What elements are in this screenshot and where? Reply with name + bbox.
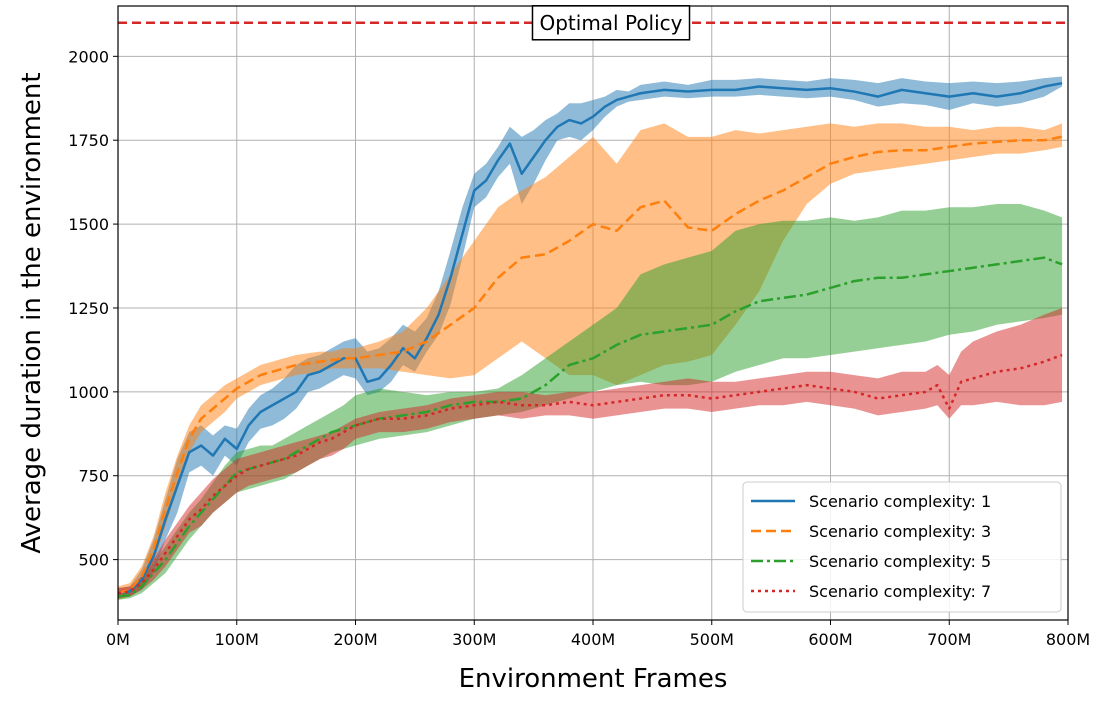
series-band-3 — [118, 203, 1063, 600]
x-tick-label-5: 500M — [690, 630, 734, 649]
y-axis-label: Average duration in the environment — [17, 72, 47, 553]
legend-label-2: Scenario complexity: 3 — [809, 522, 991, 541]
x-tick-label-1: 100M — [215, 630, 259, 649]
series-band-4 — [118, 307, 1063, 599]
y-tick-label-3: 1250 — [68, 299, 109, 318]
legend-label-4: Scenario complexity: 7 — [809, 582, 991, 601]
y-axis-ticks: 500 750 1000 1250 1500 1750 2000 — [68, 47, 118, 570]
confidence-bands — [118, 76, 1063, 600]
series-line-2 — [117, 135, 1063, 595]
y-tick-label-4: 1500 — [68, 215, 109, 234]
x-axis-ticks: 0M 100M 200M 300M 400M 500M 600M 700M 800M — [106, 620, 1090, 649]
y-tick-label-0: 500 — [78, 551, 109, 570]
y-tick-label-5: 1750 — [68, 131, 109, 150]
x-tick-label-0: 0M — [106, 630, 130, 649]
reference-line-group: Optimal Policy — [118, 5, 1068, 41]
x-tick-label-2: 200M — [333, 630, 377, 649]
x-axis-label: Environment Frames — [459, 664, 728, 694]
legend-box — [742, 481, 1062, 613]
y-tick-label-6: 2000 — [68, 47, 109, 66]
x-tick-label-4: 400M — [571, 630, 615, 649]
legend: Scenario complexity: 1 Scenario complexit… — [742, 481, 1062, 613]
x-tick-label-8: 800M — [1046, 630, 1090, 649]
series-lines — [117, 81, 1063, 598]
y-tick-label-2: 1000 — [68, 383, 109, 402]
y-tick-label-1: 750 — [78, 467, 109, 486]
series-line-3 — [117, 256, 1063, 598]
legend-label-1: Scenario complexity: 1 — [809, 492, 991, 511]
optimal-policy-label: Optimal Policy — [539, 11, 682, 35]
series-line-4 — [117, 353, 1063, 595]
legend-label-3: Scenario complexity: 5 — [809, 552, 991, 571]
x-tick-label-7: 700M — [927, 630, 971, 649]
series-line-1 — [117, 81, 1063, 595]
x-tick-label-6: 600M — [808, 630, 852, 649]
x-tick-label-3: 300M — [452, 630, 496, 649]
